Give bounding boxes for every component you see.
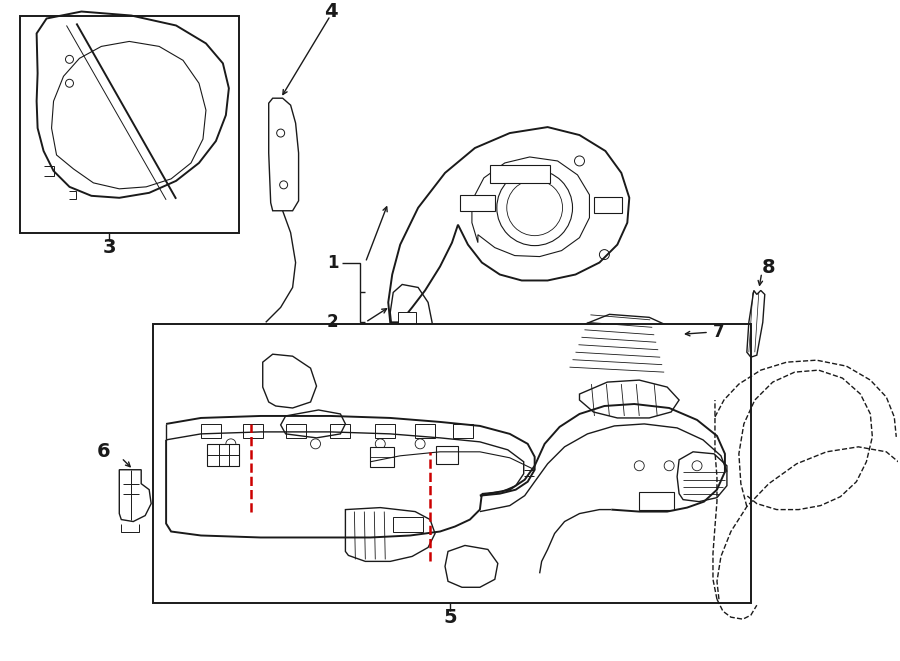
Bar xyxy=(330,424,350,438)
Bar xyxy=(490,165,550,183)
Bar xyxy=(594,197,622,213)
Bar xyxy=(153,325,751,603)
Text: 6: 6 xyxy=(96,442,110,461)
Bar xyxy=(398,313,416,325)
Bar xyxy=(415,424,435,438)
Text: 5: 5 xyxy=(443,607,457,627)
Text: 8: 8 xyxy=(762,258,776,277)
Bar xyxy=(393,516,423,531)
Bar xyxy=(285,424,306,438)
Bar xyxy=(207,444,238,466)
Bar xyxy=(398,330,416,342)
Bar xyxy=(398,350,416,360)
Text: 2: 2 xyxy=(327,313,338,331)
Bar xyxy=(20,15,238,233)
Text: 7: 7 xyxy=(713,323,725,341)
Bar xyxy=(370,447,394,467)
Bar xyxy=(453,424,472,438)
Bar xyxy=(375,424,395,438)
Text: 3: 3 xyxy=(103,238,116,257)
Bar xyxy=(436,446,458,464)
Bar xyxy=(639,492,674,510)
Bar xyxy=(201,424,220,438)
Text: 4: 4 xyxy=(324,2,338,21)
Text: 1: 1 xyxy=(327,254,338,272)
Bar xyxy=(243,424,263,438)
Bar xyxy=(460,195,495,211)
